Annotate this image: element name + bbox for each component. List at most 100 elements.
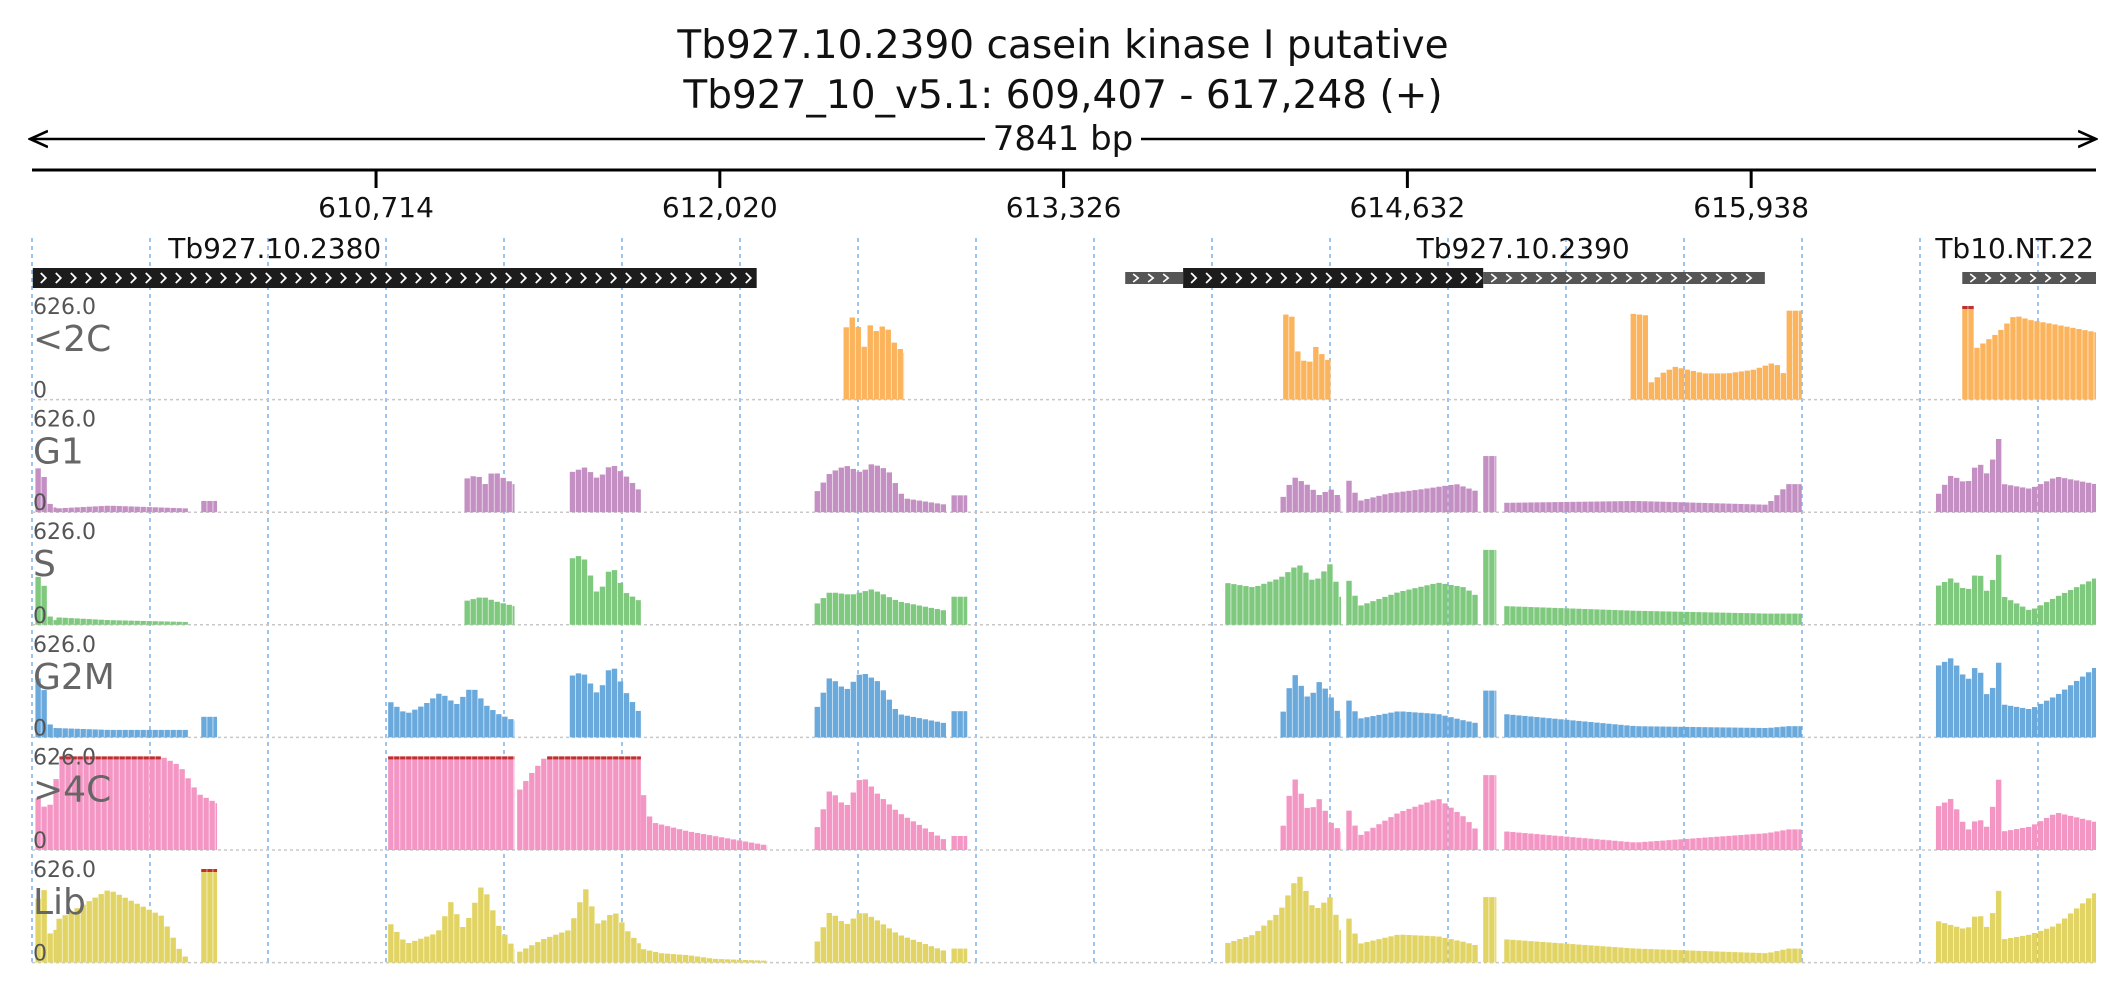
- coverage-bar: [1522, 715, 1528, 738]
- track-min-label-5: 0: [33, 942, 47, 967]
- coverage-bar: [2061, 592, 2068, 625]
- coverage-bar: [850, 792, 856, 850]
- coverage-bar: [1726, 373, 1733, 400]
- coverage-bar: [35, 898, 41, 963]
- coverage-bar: [814, 603, 820, 625]
- coverage-bar: [1237, 939, 1243, 963]
- coverage-bar: [1702, 373, 1709, 400]
- coverage-bar: [856, 913, 862, 963]
- coverage-bar: [152, 507, 158, 513]
- coverage-segment-4-4: [814, 779, 946, 850]
- coverage-bar: [1483, 456, 1489, 513]
- coverage-bar: [2055, 923, 2062, 963]
- strand-chevron: [235, 272, 243, 284]
- coverage-bar: [2058, 325, 2064, 400]
- coverage-bar: [922, 606, 928, 625]
- coverage-bar: [2013, 603, 2020, 625]
- coverage-bar: [1412, 712, 1418, 738]
- coverage-bar: [1780, 489, 1786, 513]
- coverage-bar: [1528, 607, 1534, 625]
- coverage-bar: [820, 482, 826, 513]
- coverage-bar: [119, 756, 125, 850]
- coverage-bar: [2031, 933, 2038, 963]
- coverage-segment-3-11: [1935, 658, 2096, 738]
- coverage-bar: [213, 716, 218, 738]
- coverage-segment-5-10: [1483, 897, 1497, 963]
- coverage-bar: [1558, 608, 1564, 625]
- clip-marker: [1968, 306, 1974, 309]
- coverage-bar: [113, 756, 119, 850]
- coverage-bar: [482, 484, 488, 513]
- coverage-bar: [1333, 914, 1339, 963]
- strand-chevron: [265, 272, 273, 284]
- coverage-bar: [2082, 330, 2088, 400]
- coverage-bar: [1630, 501, 1636, 513]
- coverage-bar: [80, 904, 86, 963]
- coverage-bar: [1636, 948, 1642, 963]
- coverage-bar: [652, 951, 659, 963]
- coverage-bar: [1935, 921, 1942, 963]
- coverage-bar: [488, 599, 494, 625]
- coverage-bar: [2091, 483, 2096, 513]
- coverage-bar: [1528, 502, 1534, 513]
- coverage-bar: [1376, 714, 1382, 738]
- coverage-bar: [2007, 830, 2014, 850]
- coverage-bar: [820, 927, 826, 963]
- coverage-bar: [62, 915, 68, 963]
- coverage-bar: [35, 678, 41, 738]
- strand-chevron: [175, 272, 183, 284]
- coverage-bar: [838, 467, 844, 513]
- strand-chevron: [1520, 273, 1528, 283]
- coverage-bar: [134, 506, 140, 513]
- coverage-bar: [1696, 727, 1702, 738]
- coverage-bar: [1726, 835, 1732, 850]
- coverage-bar: [1714, 727, 1720, 738]
- coverage-segment-1-5: [814, 464, 946, 513]
- coverage-bar: [1708, 837, 1714, 850]
- coverage-bar: [880, 594, 886, 625]
- coverage-bar: [1315, 578, 1321, 625]
- coverage-bar: [122, 506, 128, 513]
- coverage-bar: [1255, 930, 1261, 963]
- coverage-bar: [1738, 727, 1744, 738]
- coverage-bar: [1346, 918, 1352, 963]
- coverage-bar: [1430, 936, 1436, 963]
- coverage-bar: [47, 933, 53, 963]
- coverage-bar: [508, 943, 514, 963]
- strand-chevron: [2074, 273, 2082, 283]
- coverage-bar: [892, 809, 898, 850]
- coverage-bar: [1780, 373, 1787, 400]
- strand-chevron: [205, 272, 213, 284]
- track-min-label-2: 0: [33, 604, 47, 629]
- coverage-bar: [1738, 613, 1744, 625]
- coverage-segment-5-2: [201, 869, 218, 963]
- coverage-bar: [2031, 707, 2038, 738]
- coverage-bar: [1672, 949, 1678, 963]
- coverage-bar: [1466, 943, 1472, 963]
- coverage-bar: [1953, 809, 1960, 850]
- clip-marker: [388, 756, 394, 760]
- coverage-bar: [593, 692, 600, 738]
- coverage-bar: [65, 756, 71, 850]
- coverage-bar: [2085, 820, 2092, 850]
- coverage-bar: [1340, 498, 1342, 513]
- coverage-bar: [1364, 603, 1370, 625]
- coverage-bar: [56, 918, 62, 963]
- coverage-bar: [1642, 726, 1648, 738]
- coverage-bar: [2067, 913, 2074, 963]
- coverage-bar: [1618, 610, 1624, 625]
- coverage-bar: [1624, 501, 1630, 513]
- coverage-bar: [1953, 926, 1960, 963]
- coverage-bar: [617, 471, 624, 513]
- strand-chevron: [640, 272, 648, 284]
- coverage-bar: [1510, 502, 1516, 513]
- coverage-bar: [640, 949, 647, 963]
- coverage-bar: [1654, 840, 1660, 850]
- coverage-bar: [1454, 940, 1460, 963]
- axis-tick-label-1: 612,020: [662, 191, 778, 224]
- strand-chevron: [370, 272, 378, 284]
- coverage-bar: [1304, 807, 1310, 850]
- coverage-bar: [1666, 611, 1672, 625]
- coverage-bar: [1516, 832, 1522, 850]
- clip-marker: [201, 869, 207, 872]
